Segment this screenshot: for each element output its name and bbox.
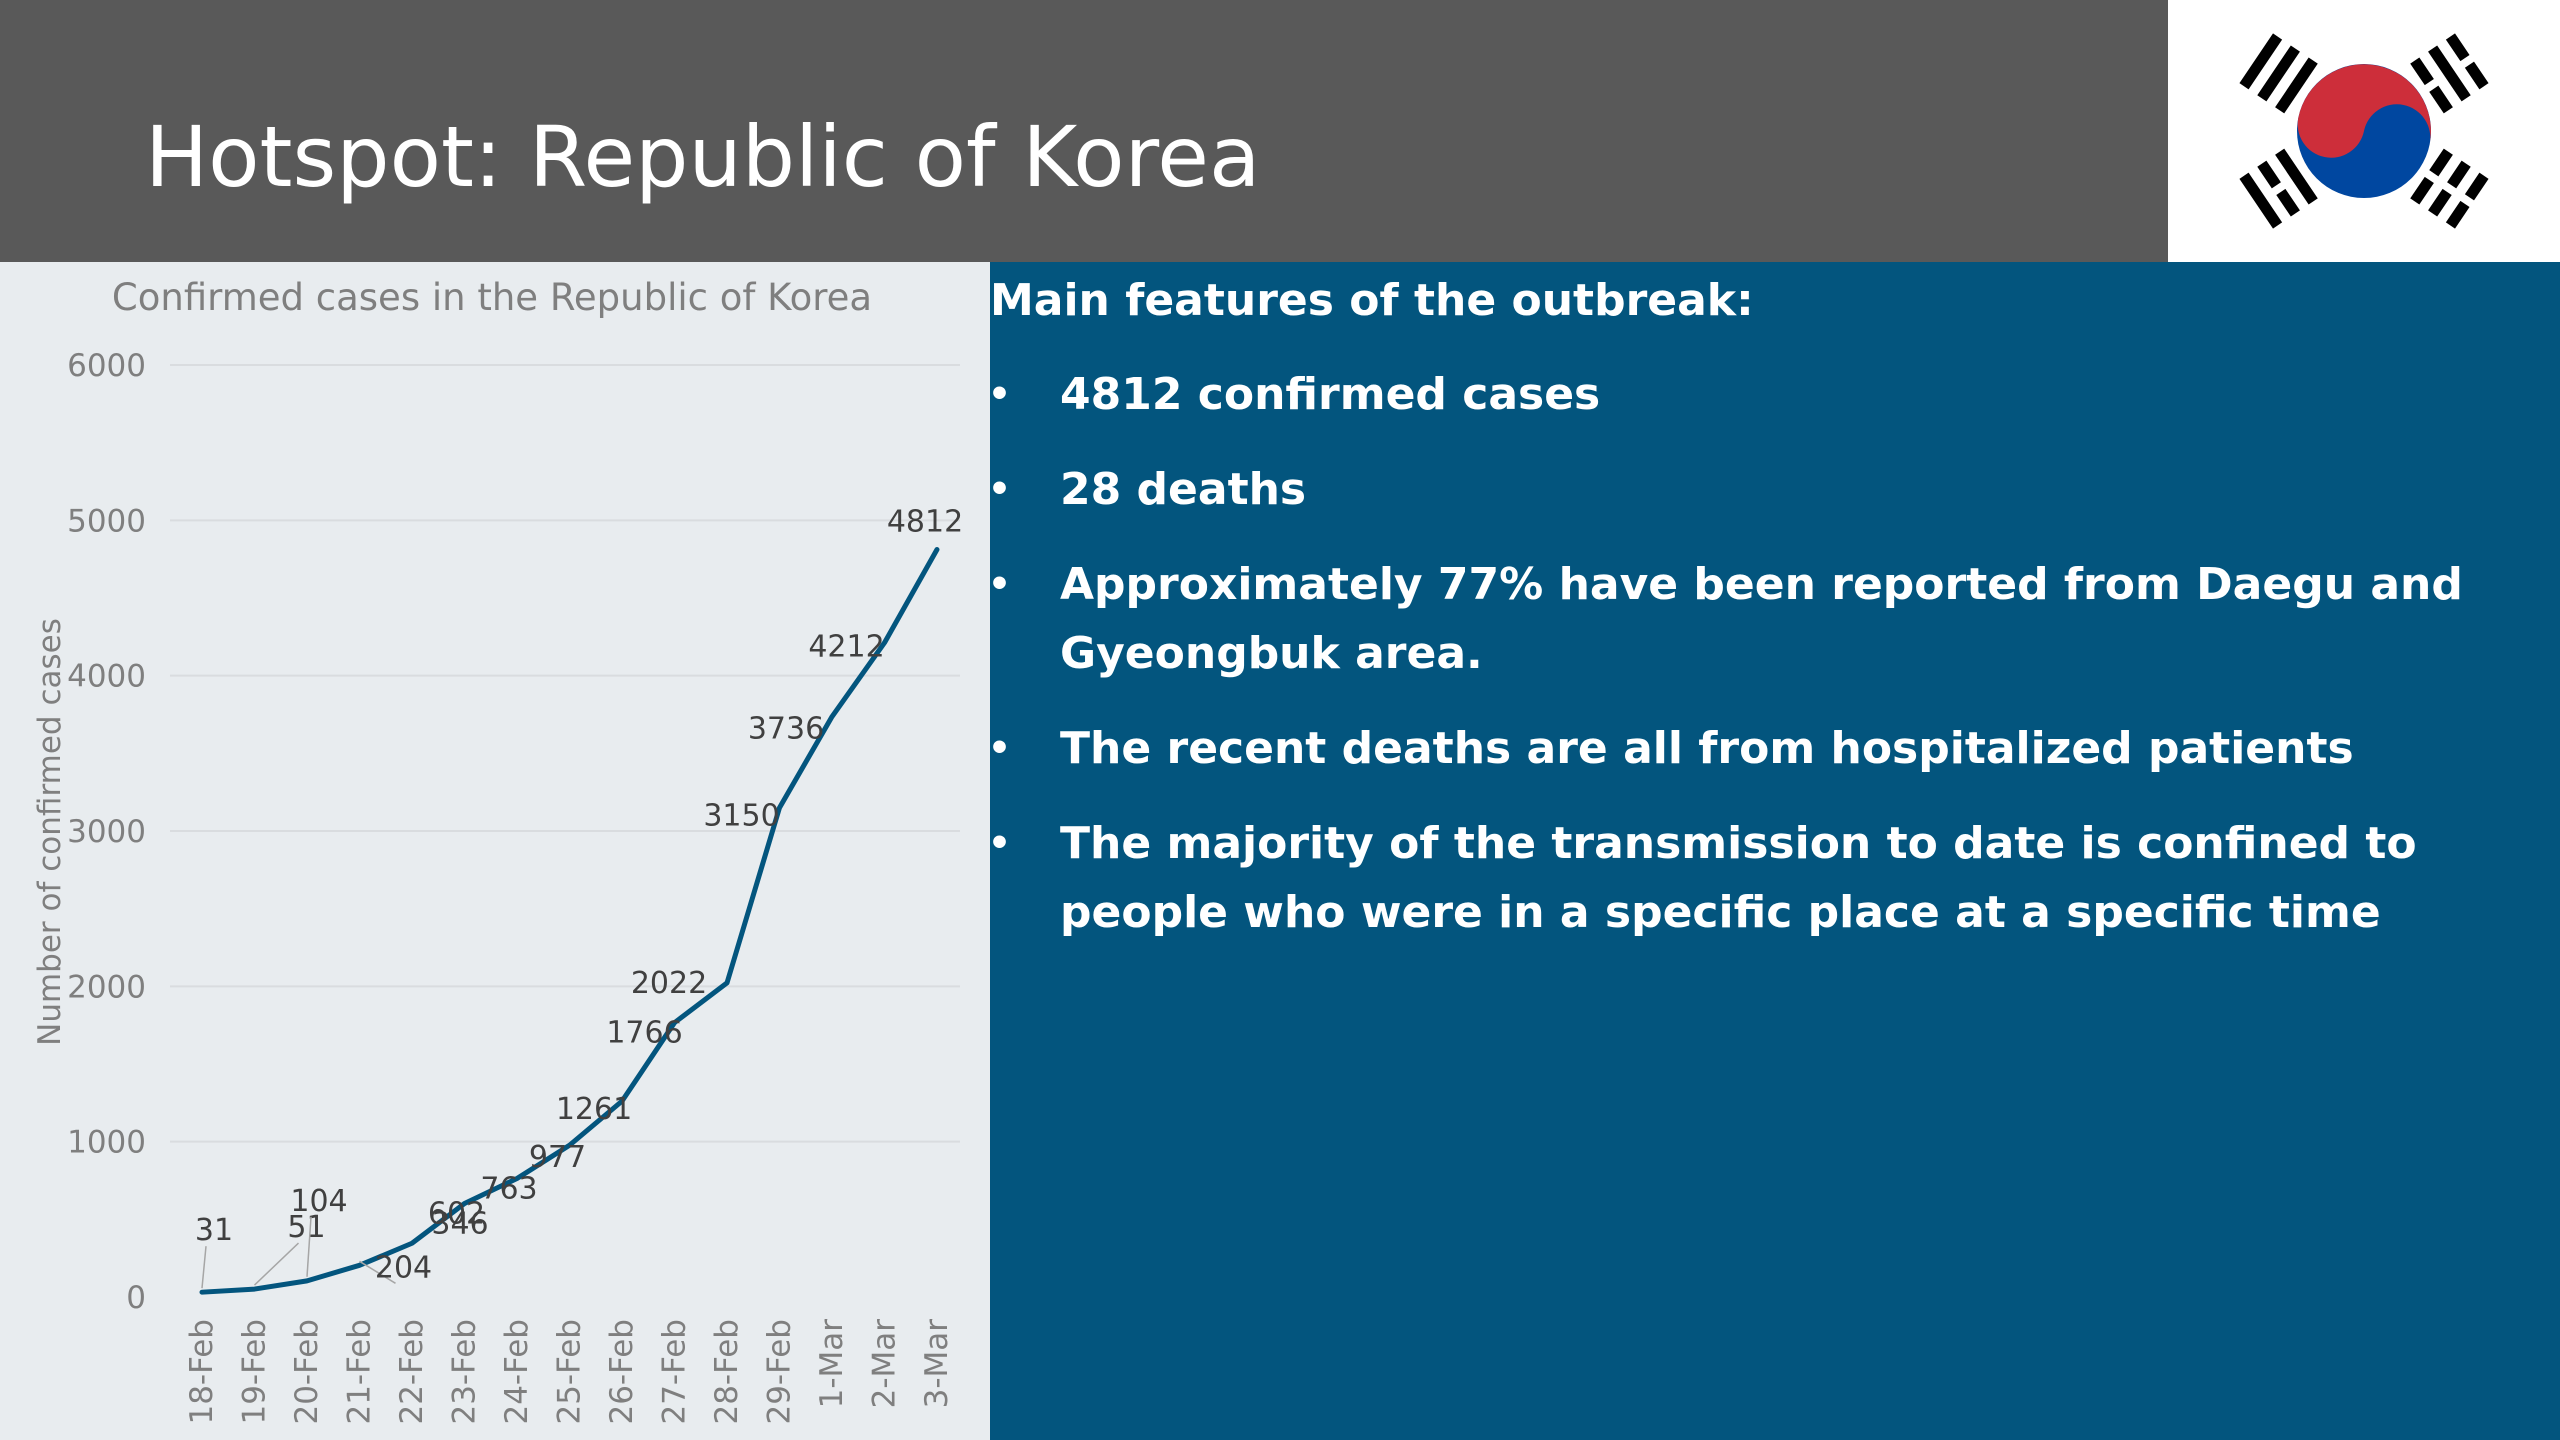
bullet-text: 28 deaths bbox=[1060, 464, 1307, 515]
x-tick-label: 22-Feb bbox=[394, 1319, 430, 1425]
data-label: 51 bbox=[287, 1210, 325, 1245]
x-tick-label: 2-Mar bbox=[867, 1319, 903, 1409]
y-tick-label: 3000 bbox=[67, 814, 146, 850]
bullet-icon: • bbox=[988, 564, 1012, 605]
bullet-text: The recent deaths are all from hospitali… bbox=[1060, 723, 2354, 774]
x-tick-label: 18-Feb bbox=[184, 1319, 220, 1425]
y-tick-label: 2000 bbox=[67, 969, 146, 1005]
bullet-icon: • bbox=[988, 374, 1012, 415]
data-label: 346 bbox=[431, 1206, 488, 1241]
bullet-text: The majority of the transmission to date… bbox=[1060, 818, 2417, 938]
x-tick-label: 28-Feb bbox=[709, 1319, 745, 1425]
confirmed-cases-chart: Confirmed cases in the Republic of Korea… bbox=[32, 276, 963, 1425]
data-label-leader bbox=[306, 1216, 312, 1277]
x-tick-label: 21-Feb bbox=[342, 1319, 378, 1425]
data-label: 2022 bbox=[631, 966, 707, 1001]
data-label: 763 bbox=[480, 1171, 537, 1206]
y-tick-label: 1000 bbox=[67, 1125, 146, 1161]
bullet-icon: • bbox=[988, 469, 1012, 510]
trigram-gon bbox=[2410, 148, 2489, 229]
trigram-geon bbox=[2239, 33, 2318, 114]
data-label: 1261 bbox=[556, 1092, 632, 1127]
data-label: 4812 bbox=[887, 505, 963, 540]
data-label: 104 bbox=[290, 1184, 347, 1219]
y-axis-ticks: 0 1000 2000 3000 4000 5000 6000 bbox=[67, 348, 146, 1316]
data-label: 31 bbox=[195, 1213, 233, 1248]
trigram-gam bbox=[2410, 33, 2489, 114]
info-heading: Main features of the outbreak: bbox=[990, 275, 1754, 326]
bullet-list: • 4812 confirmed cases • 28 deaths • App… bbox=[988, 360, 2490, 973]
x-tick-label: 3-Mar bbox=[919, 1319, 955, 1409]
bullet-deaths: • 28 deaths bbox=[988, 455, 2490, 524]
x-tick-label: 26-Feb bbox=[604, 1319, 640, 1425]
x-tick-label: 23-Feb bbox=[447, 1319, 483, 1425]
bullet-text: Approximately 77% have been reported fro… bbox=[1060, 559, 2463, 679]
y-tick-label: 4000 bbox=[67, 659, 146, 695]
taegeuk-red bbox=[2297, 64, 2431, 158]
x-tick-label: 27-Feb bbox=[657, 1319, 693, 1425]
bullet-icon: • bbox=[988, 728, 1012, 769]
y-tick-label: 6000 bbox=[67, 348, 146, 384]
data-label: 3150 bbox=[703, 799, 779, 834]
chart-title: Confirmed cases in the Republic of Korea bbox=[112, 276, 872, 319]
bullet-recent-deaths: • The recent deaths are all from hospita… bbox=[988, 714, 2490, 783]
data-label: 4212 bbox=[808, 630, 884, 665]
info-panel: Main features of the outbreak: • 4812 co… bbox=[988, 262, 2560, 1440]
data-label: 977 bbox=[529, 1140, 586, 1175]
series-line-group bbox=[199, 547, 940, 1295]
x-tick-label: 19-Feb bbox=[237, 1319, 273, 1425]
bullet-regional-share: • Approximately 77% have been reported f… bbox=[988, 550, 2490, 688]
data-label-leader bbox=[253, 1242, 300, 1286]
gridlines bbox=[170, 364, 960, 1143]
x-tick-label: 1-Mar bbox=[814, 1319, 850, 1409]
data-label-leader bbox=[359, 1260, 396, 1284]
slide-title: Hotspot: Republic of Korea bbox=[145, 108, 1261, 206]
series-line bbox=[199, 547, 940, 1295]
trigram-ri bbox=[2239, 148, 2318, 229]
bullet-icon: • bbox=[988, 823, 1012, 864]
flag-container bbox=[2168, 0, 2560, 262]
x-tick-label: 24-Feb bbox=[499, 1319, 535, 1425]
y-tick-label: 0 bbox=[126, 1280, 146, 1316]
header-bar: Hotspot: Republic of Korea bbox=[0, 0, 2168, 262]
data-label: 1766 bbox=[606, 1016, 682, 1051]
x-axis-ticks: 18-Feb 19-Feb 20-Feb 21-Feb 22-Feb 23-Feb 24-F… bbox=[184, 1319, 955, 1425]
bullet-confirmed-cases: • 4812 confirmed cases bbox=[988, 360, 2490, 429]
y-tick-label: 5000 bbox=[67, 503, 146, 539]
bullet-text: 4812 confirmed cases bbox=[1060, 369, 1601, 420]
x-tick-label: 25-Feb bbox=[552, 1319, 588, 1425]
data-label: 602 bbox=[428, 1196, 485, 1231]
x-tick-label: 29-Feb bbox=[762, 1319, 798, 1425]
x-tick-label: 20-Feb bbox=[289, 1319, 325, 1425]
data-label-leader bbox=[201, 1246, 207, 1289]
data-label: 3736 bbox=[748, 712, 824, 747]
chart-panel: Confirmed cases in the Republic of Korea… bbox=[0, 262, 990, 1440]
y-axis-label: Number of confirmed cases bbox=[32, 618, 68, 1046]
data-label: 204 bbox=[375, 1250, 432, 1285]
bullet-transmission: • The majority of the transmission to da… bbox=[988, 809, 2490, 947]
korean-flag-icon bbox=[2239, 33, 2489, 229]
